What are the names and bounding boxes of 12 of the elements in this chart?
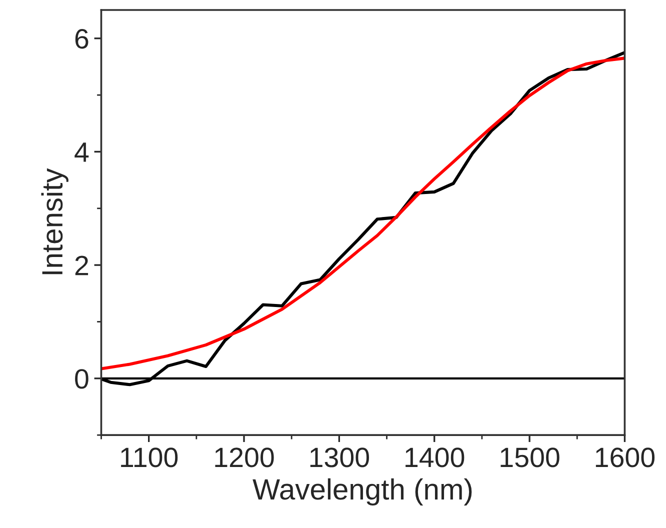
x-tick-label: 1100: [121, 448, 178, 468]
x-tick-label: 1300: [310, 448, 369, 468]
x-tick-label: 1200: [215, 448, 274, 468]
x-tick-label: 1400: [406, 448, 464, 468]
y-tick-label: 4: [74, 142, 89, 162]
y-tick-label: 2: [75, 256, 88, 276]
x-tick-label: 1500: [500, 448, 560, 468]
x-tick-label: 1600: [596, 448, 655, 468]
x-axis-title: Wavelength (nm): [252, 478, 472, 506]
y-tick-label: 6: [75, 29, 88, 49]
y-tick-label: 0: [75, 369, 88, 389]
y-axis-title: Intensity: [41, 168, 68, 274]
